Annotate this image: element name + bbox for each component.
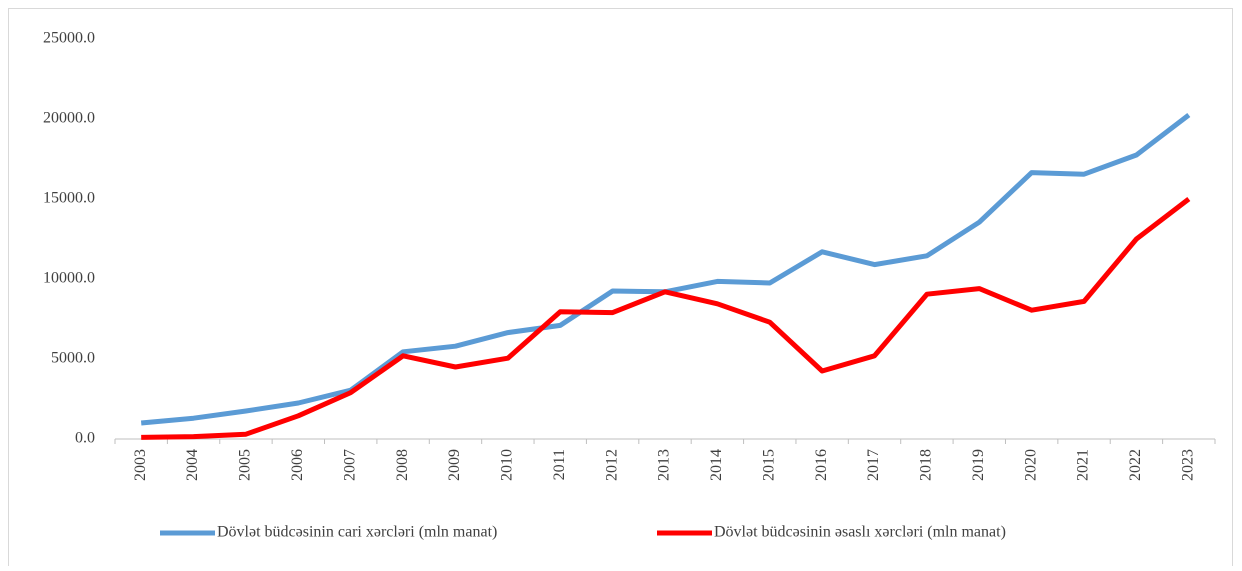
x-tick-label: 2015 bbox=[760, 449, 777, 481]
x-tick-label: 2007 bbox=[341, 449, 358, 481]
x-tick-label: 2013 bbox=[656, 449, 673, 481]
y-tick-label: 15000.0 bbox=[43, 190, 95, 207]
x-tick-label: 2023 bbox=[1179, 449, 1196, 481]
x-tick-label: 2003 bbox=[132, 449, 149, 481]
x-tick-label: 2005 bbox=[237, 449, 254, 481]
chart-border bbox=[8, 8, 1233, 571]
x-tick-label: 2020 bbox=[1022, 449, 1039, 481]
y-tick-label: 20000.0 bbox=[43, 110, 95, 127]
x-tick-label: 2014 bbox=[708, 449, 725, 481]
y-tick-label: 0.0 bbox=[75, 430, 95, 447]
x-tick-label: 2009 bbox=[446, 449, 463, 481]
x-tick-label: 2006 bbox=[289, 449, 306, 481]
x-tick-label: 2022 bbox=[1127, 449, 1144, 481]
x-tick-label: 2004 bbox=[184, 449, 201, 481]
x-tick-label: 2017 bbox=[865, 449, 882, 481]
line bbox=[140, 113, 1191, 426]
x-tick-label: 2010 bbox=[499, 449, 516, 481]
legend-label: Dövlət büdcəsinin cari xərcləri (mln man… bbox=[217, 524, 497, 541]
x-tick-label: 2018 bbox=[918, 449, 935, 481]
x-tick-label: 2008 bbox=[394, 449, 411, 481]
legend-label: Dövlət büdcəsinin əsaslı xərcləri (mln m… bbox=[714, 524, 1006, 541]
x-tick-label: 2021 bbox=[1075, 449, 1092, 481]
y-tick-label: 5000.0 bbox=[51, 350, 95, 367]
x-tick-label: 2019 bbox=[970, 449, 987, 481]
x-tick-label: 2012 bbox=[603, 449, 620, 481]
y-tick-label: 25000.0 bbox=[43, 30, 95, 47]
x-tick-label: 2011 bbox=[551, 449, 568, 480]
x-tick-label: 2016 bbox=[813, 449, 830, 481]
y-tick-label: 10000.0 bbox=[43, 270, 95, 287]
line bbox=[141, 197, 1191, 440]
